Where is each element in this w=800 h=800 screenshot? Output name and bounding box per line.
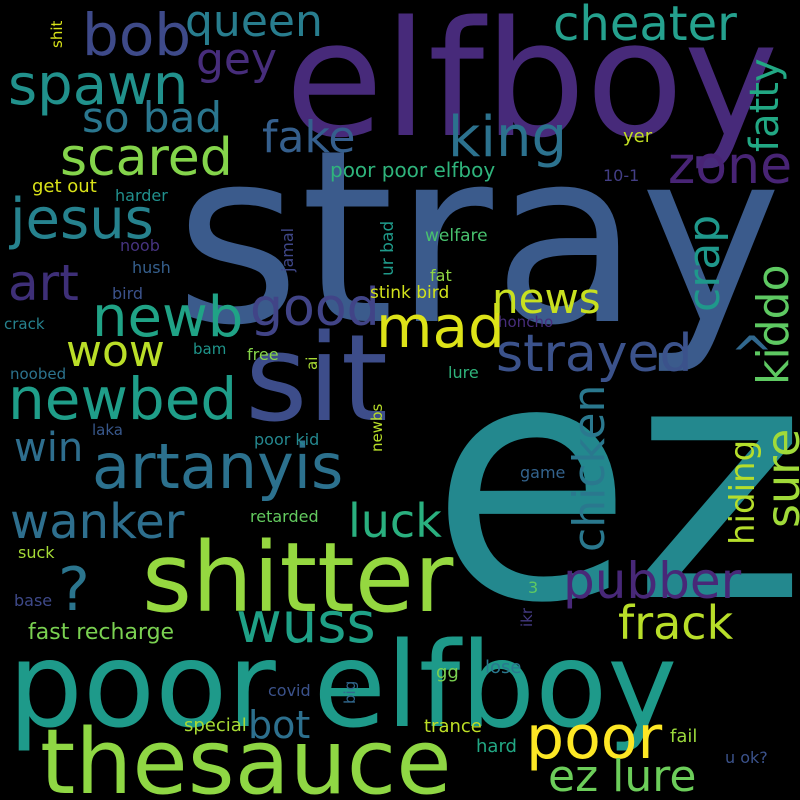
- word-poor: poor: [526, 703, 663, 773]
- word-ai: ai: [303, 356, 321, 370]
- word-thesauce: thesauce: [40, 710, 452, 800]
- word-hard: hard: [476, 736, 517, 757]
- word-fast-recharge: fast recharge: [28, 620, 175, 645]
- word-hush: hush: [132, 258, 171, 277]
- word-game: game: [520, 463, 566, 482]
- word-gey: gey: [196, 34, 278, 85]
- word-strayed: strayed: [496, 324, 693, 384]
- word-shit: shit: [48, 20, 66, 48]
- word-poor-kid: poor kid: [254, 430, 320, 449]
- word-welfare: welfare: [425, 226, 488, 246]
- word-win: win: [14, 425, 84, 471]
- word-honcho: honcho: [498, 313, 554, 331]
- word-gg: gg: [436, 662, 459, 683]
- word-art: art: [8, 254, 79, 312]
- word-free: free: [247, 345, 279, 364]
- word-fatty: fatty: [742, 58, 788, 152]
- word-jamal: jamal: [278, 227, 297, 272]
- word-bob: bob: [82, 1, 192, 69]
- word-spawn: spawn: [8, 53, 189, 118]
- word-wuss: wuss: [236, 591, 376, 656]
- word-lure: lure: [448, 363, 479, 382]
- word-noob: noob: [120, 236, 160, 255]
- word-special: special: [184, 715, 247, 736]
- word-yer: yer: [623, 126, 653, 147]
- word-fail: fail: [670, 726, 698, 747]
- word-good: good: [250, 278, 380, 338]
- word-wanker: wanker: [10, 494, 185, 550]
- word-ur-bad: ur bad: [378, 220, 398, 276]
- word-suck: suck: [18, 543, 55, 562]
- word-hiding: hiding: [723, 439, 763, 545]
- word-newbs: newbs: [368, 403, 386, 452]
- word-harder: harder: [115, 186, 168, 205]
- word-get-out: get out: [32, 176, 97, 197]
- word-sure: sure: [756, 428, 800, 528]
- word-noobed: noobed: [10, 365, 67, 383]
- word-cheater: cheater: [553, 0, 737, 52]
- word-elfboy: elfboy: [285, 0, 779, 173]
- word-queen: queen: [185, 0, 323, 47]
- word-bot: bot: [248, 703, 311, 747]
- word-covid: covid: [268, 681, 311, 700]
- word-crack: crack: [4, 315, 45, 333]
- word-sit: sit: [245, 310, 388, 449]
- word-frack: frack: [618, 596, 734, 650]
- word-caret: ^: [730, 326, 774, 386]
- word-big: big: [341, 680, 359, 704]
- word-newb: newb: [92, 285, 244, 350]
- word-base: base: [14, 591, 53, 610]
- word-ez: ez: [430, 291, 800, 675]
- word-fake: fake: [262, 112, 356, 163]
- word-newbed: newbed: [8, 365, 238, 433]
- word-luck: luck: [348, 494, 442, 548]
- word-jesus: jesus: [10, 187, 154, 252]
- word-chicken: chicken: [564, 384, 615, 552]
- word-crap: crap: [679, 214, 730, 312]
- word-stray: stray: [175, 98, 782, 378]
- word-wow: wow: [66, 326, 165, 377]
- word-poor-elfboy: poor elfboy: [8, 616, 678, 754]
- word-fat: fat: [430, 266, 452, 285]
- word-10-1: 10-1: [603, 166, 640, 185]
- word-lose: lose: [485, 657, 522, 678]
- word-question: ?: [58, 555, 90, 625]
- word-3: 3: [528, 578, 539, 597]
- word-ikr: ikr: [518, 607, 536, 627]
- word-ez-lure: ez lure: [548, 751, 697, 800]
- word-stink-bird: stink bird: [370, 283, 450, 303]
- word-bam: bam: [193, 340, 227, 358]
- word-news: news: [492, 274, 601, 323]
- word-bird: bird: [112, 284, 144, 303]
- word-retarded: retarded: [250, 507, 319, 526]
- word-laka: laka: [92, 421, 123, 439]
- word-u-ok: u ok?: [725, 748, 768, 767]
- word-mad: mad: [376, 293, 505, 361]
- word-so-bad: so bad: [82, 93, 222, 142]
- word-shitter: shitter: [142, 522, 454, 634]
- word-king: king: [448, 105, 568, 170]
- word-scared: scared: [60, 128, 233, 188]
- word-trance: trance: [424, 716, 482, 737]
- word-artanyis: artanyis: [92, 430, 344, 503]
- word-zone: zone: [668, 136, 793, 196]
- word-poor-poor-elfboy: poor poor elfboy: [330, 158, 496, 182]
- word-pubber: pubber: [563, 552, 742, 610]
